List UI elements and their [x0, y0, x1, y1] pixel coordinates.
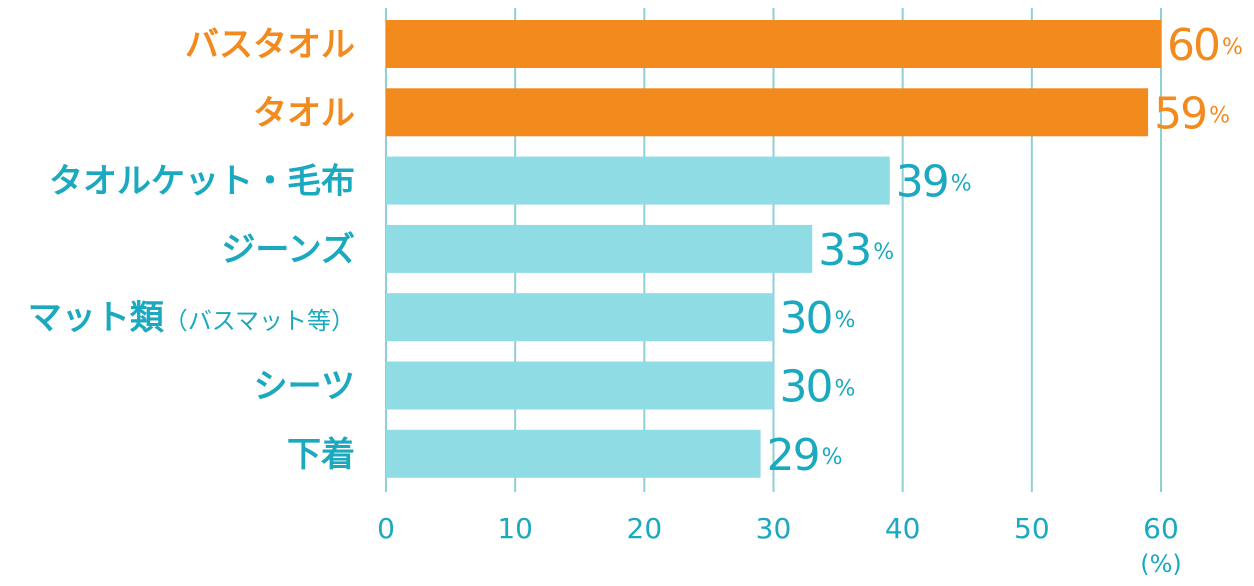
value-number: 33: [818, 225, 870, 276]
x-tick-label-40: 40: [885, 512, 921, 545]
category-label-sub: （バスマット等）: [164, 307, 355, 335]
category-label-0: バスタオル: [185, 25, 355, 65]
category-label-1: タオル: [253, 93, 355, 133]
value-unit: %: [822, 445, 843, 470]
value-label-1: 59%: [1154, 88, 1230, 139]
value-number: 29: [767, 430, 819, 481]
bar-4: [386, 293, 774, 342]
category-label-main: 下着: [287, 435, 355, 475]
value-labels: 60 %59 %39 %33 %30 %30 %29%: [767, 20, 1243, 481]
value-number: 59: [1154, 88, 1206, 139]
bar-1: [386, 88, 1149, 137]
value-label-0: 60%: [1167, 20, 1243, 71]
x-tick-label-10: 10: [497, 512, 533, 545]
category-label-6: 下着: [287, 435, 355, 475]
category-label-3: ジーンズ: [221, 230, 355, 270]
value-unit: %: [873, 240, 894, 265]
value-unit: %: [835, 377, 856, 402]
category-label-main: ジーンズ: [221, 230, 355, 270]
value-label-2: 39%: [896, 157, 972, 208]
x-tick-label-30: 30: [756, 512, 792, 545]
value-number: 30: [780, 362, 832, 413]
x-tick-label-60: 60: [1143, 512, 1179, 545]
category-label-4: マット類（バスマット等）: [28, 298, 355, 338]
value-label-5: 30%: [780, 362, 856, 413]
bar-5: [386, 361, 774, 410]
bar-6: [386, 429, 761, 478]
bars: [386, 20, 1161, 478]
value-label-6: 29%: [767, 430, 843, 481]
x-axis-ticks: 0 10 20 30 40 50 60: [377, 512, 1179, 545]
bar-2: [386, 156, 890, 205]
value-unit: %: [1209, 103, 1230, 128]
category-label-main: マット類: [28, 298, 165, 338]
x-tick-label-0: 0: [377, 512, 395, 545]
value-number: 39: [896, 157, 948, 208]
x-tick-label-20: 20: [627, 512, 663, 545]
value-number: 60: [1167, 20, 1219, 71]
category-label-main: タオル: [253, 93, 355, 133]
value-unit: %: [951, 172, 972, 197]
category-label-2: タオルケット・毛布: [49, 162, 355, 202]
bar-3: [386, 224, 813, 273]
value-unit: %: [835, 308, 856, 333]
value-label-3: 33%: [818, 225, 894, 276]
value-unit: %: [1222, 35, 1243, 60]
category-label-main: バスタオル: [185, 25, 355, 65]
bar-0: [386, 20, 1161, 68]
x-tick-label-50: 50: [1014, 512, 1050, 545]
category-label-5: シーツ: [254, 367, 355, 407]
value-number: 30: [780, 293, 832, 344]
category-label-main: タオルケット・毛布: [49, 162, 355, 202]
x-axis-unit-label: (%): [1140, 550, 1182, 578]
category-label-main: シーツ: [254, 367, 355, 407]
value-label-4: 30%: [780, 293, 856, 344]
